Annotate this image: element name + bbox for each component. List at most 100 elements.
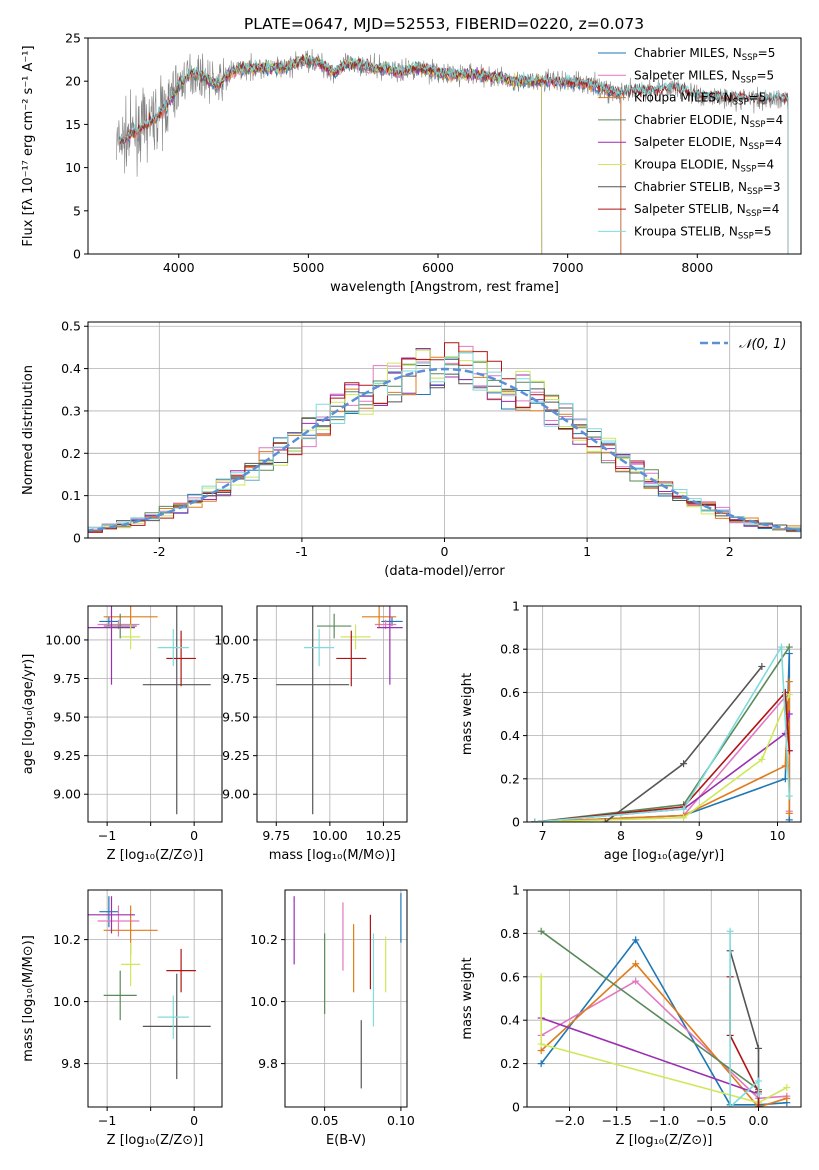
- y-tick-label: 0.3: [61, 403, 81, 418]
- age_vs_mass-points: [276, 606, 403, 815]
- series-marker: [758, 755, 766, 763]
- y-tick-label: 1: [512, 883, 520, 898]
- mass_vs_Z-points: [88, 896, 211, 1080]
- legend-label: Chabrier STELIB, NSSP=3: [634, 180, 781, 197]
- y-tick-label: 0.2: [500, 1056, 520, 1071]
- mass_vs_Z-frame: [87, 889, 223, 1108]
- x-tick-label: 5000: [292, 260, 324, 275]
- y-tick-label: 10.00: [45, 632, 81, 647]
- x-tick-label: 10.00: [312, 828, 348, 843]
- legend-label: Chabrier ELODIE, NSSP=4: [634, 113, 783, 130]
- mass_vs_Z-axes: −1 0 9.8 10.0 10.2 Z [log₁₀(Z/Z⊙)] mass [log₁₀…: [21, 890, 222, 1148]
- y-tick-label: 9.75: [222, 671, 250, 686]
- series-marker: [777, 643, 785, 651]
- y-tick-label: 0.8: [500, 926, 520, 941]
- mass_weight_vs_age-series: [531, 643, 793, 822]
- series-marker: [758, 662, 766, 670]
- y-tick-label: 0.5: [61, 319, 81, 334]
- residual-histogram: [88, 352, 801, 535]
- y-tick-label: 9.8: [258, 1056, 278, 1071]
- x-tick-label: −1: [98, 1113, 116, 1128]
- y-tick-label: 0.6: [500, 969, 520, 984]
- y-tick-label: 0.6: [500, 685, 520, 700]
- series-marker: [601, 818, 609, 822]
- series-line: [540, 930, 759, 1091]
- mass_vs_EBV-points: [293, 893, 402, 1089]
- x-tick-label: 8000: [681, 260, 713, 275]
- series-marker: [726, 927, 734, 935]
- legend-label: 𝒩(0, 1): [739, 337, 786, 352]
- series-marker: [785, 691, 793, 699]
- series-marker: [537, 1040, 545, 1048]
- x-axis-label: mass [log₁₀(M/M⊙)]: [269, 848, 396, 863]
- x-tick-label: 0: [190, 828, 198, 843]
- series-marker: [754, 1090, 762, 1098]
- x-tick-label: 0.05: [311, 1113, 339, 1128]
- errorbar-point: [317, 613, 352, 639]
- errorbar-point: [336, 630, 367, 687]
- residuals-frame: [87, 321, 802, 539]
- series-marker: [537, 973, 545, 981]
- series-line: [534, 690, 791, 822]
- errorbar-point: [88, 606, 135, 685]
- x-tick-label: −1.0: [649, 1113, 679, 1128]
- y-tick-label: 0.4: [500, 1013, 520, 1028]
- y-axis-label: Flux [fλ 10⁻¹⁷ erg cm⁻² s⁻¹ A⁻¹]: [21, 45, 36, 246]
- mass_weight_vs_age-frame: [526, 605, 802, 823]
- spectrum-legend: Chabrier MILES, NSSP=5 Salpeter MILES, NS…: [598, 46, 783, 241]
- series-line: [729, 931, 760, 1107]
- y-axis-label: age [log₁₀(age/yr)]: [21, 654, 36, 775]
- series-marker: [785, 809, 793, 817]
- y-tick-label: 0: [512, 1100, 520, 1115]
- y-tick-label: 10.0: [250, 994, 278, 1009]
- legend-label: Salpeter MILES, NSSP=5: [634, 68, 774, 85]
- errorbar-point: [88, 896, 135, 934]
- x-axis-label: E(B-V): [326, 1133, 366, 1148]
- legend-label: Kroupa ELODIE, NSSP=4: [634, 158, 774, 175]
- y-tick-label: 9.00: [222, 787, 250, 802]
- model-spectrum-line: [118, 57, 622, 254]
- errorbar-point: [142, 606, 211, 815]
- series-line: [540, 976, 788, 1104]
- series-marker: [680, 760, 688, 768]
- x-tick-label: 9.75: [262, 828, 290, 843]
- errorbar-point: [362, 606, 397, 628]
- age_vs_mass-axes: 9.75 10.00 10.25 9.00 9.25 9.50 9.75 10.00 mass …: [214, 606, 407, 863]
- y-tick-label: 15: [65, 117, 81, 132]
- errorbar-point: [121, 942, 141, 987]
- errorbar-point: [276, 606, 350, 815]
- series-marker: [785, 816, 793, 822]
- errorbar-point: [121, 624, 141, 650]
- series-line: [534, 644, 791, 822]
- series-marker: [537, 927, 545, 935]
- y-tick-label: 0.4: [61, 361, 81, 376]
- legend-label: Salpeter STELIB, NSSP=4: [634, 202, 779, 219]
- x-tick-label: −2.0: [554, 1113, 584, 1128]
- x-tick-label: 7000: [552, 260, 584, 275]
- legend-label: Salpeter ELODIE, NSSP=4: [634, 135, 782, 152]
- errorbar-point: [157, 995, 189, 1039]
- series-marker: [783, 1083, 791, 1091]
- y-tick-label: 0.8: [500, 642, 520, 657]
- series-marker: [754, 1077, 762, 1085]
- series-marker: [785, 643, 793, 651]
- x-tick-label: −1: [98, 828, 116, 843]
- age_vs_Z-frame: [87, 605, 223, 823]
- y-tick-label: 9.25: [222, 748, 250, 763]
- model-spectrum-line: [118, 56, 622, 254]
- x-tick-label: −0.5: [696, 1113, 726, 1128]
- x-axis-label: age [log₁₀(age/yr)]: [604, 848, 725, 863]
- series-marker: [537, 1047, 545, 1055]
- errorbar-point: [97, 905, 140, 937]
- y-tick-label: 20: [65, 74, 81, 89]
- errorbar-point: [166, 948, 196, 993]
- gaussian-curve: [88, 367, 801, 532]
- x-axis-label: wavelength [Angstrom, rest frame]: [330, 280, 559, 295]
- spectrum-axes: 4000 5000 6000 7000 8000 0 5 10 15 20 25 wavelength…: [21, 31, 713, 296]
- y-tick-label: 5: [73, 203, 81, 218]
- y-tick-label: 0: [73, 247, 81, 262]
- y-tick-label: 10: [65, 160, 81, 175]
- errorbar-point: [157, 629, 189, 667]
- age_vs_mass-frame: [256, 605, 408, 823]
